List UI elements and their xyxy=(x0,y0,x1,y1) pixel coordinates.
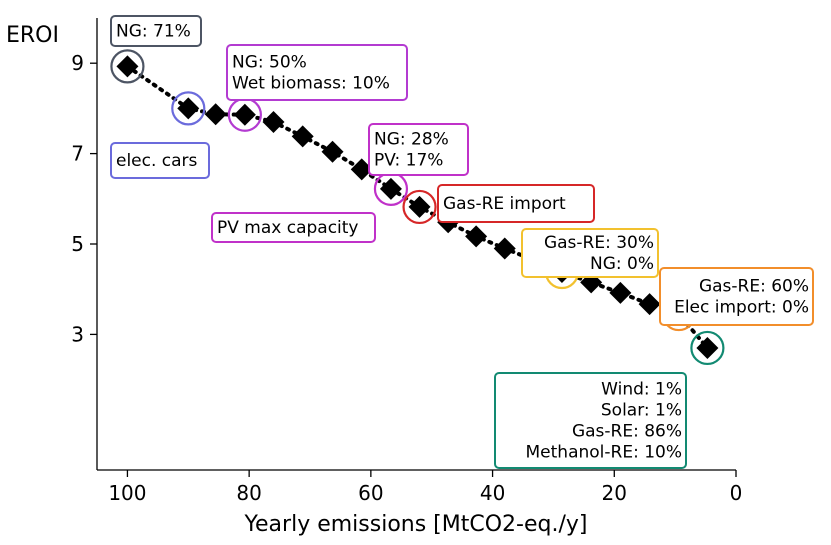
annotation-label: Wet biomass: 10% xyxy=(232,74,390,94)
y-tick-label: 5 xyxy=(71,232,84,256)
x-axis-title: Yearly emissions [MtCO2-eq./y] xyxy=(244,512,588,537)
data-point xyxy=(379,177,402,200)
annotation-box: PV max capacity xyxy=(211,212,376,243)
annotation-box: NG: 50%Wet biomass: 10% xyxy=(226,44,408,101)
annotation-label: PV max capacity xyxy=(217,218,359,238)
data-point xyxy=(493,237,516,260)
x-tick-label: 60 xyxy=(358,481,383,505)
x-tick-label: 40 xyxy=(480,481,505,505)
highlight-circle xyxy=(402,189,437,225)
annotation-border xyxy=(110,142,210,179)
data-point xyxy=(638,293,661,316)
annotation-label: Gas-RE: 60% xyxy=(699,277,809,297)
highlight-circle xyxy=(690,330,725,366)
annotation-label: Methanol-RE: 10% xyxy=(526,443,683,463)
annotation-box: Gas-RE: 30%NG: 0% xyxy=(521,228,659,278)
annotation-box: Gas-RE import xyxy=(437,184,595,223)
annotation-label: NG: 0% xyxy=(590,254,654,274)
data-point xyxy=(321,140,344,163)
annotation-border xyxy=(226,44,408,101)
data-point xyxy=(262,110,285,133)
annotation-label: Elec import: 0% xyxy=(674,298,809,318)
annotation-border xyxy=(437,184,595,223)
data-point xyxy=(177,97,200,120)
annotation-box: NG: 28%PV: 17% xyxy=(368,123,469,176)
data-point xyxy=(204,103,227,126)
data-point xyxy=(233,103,256,126)
x-tick-label: 20 xyxy=(602,481,627,505)
annotation-box: Wind: 1%Solar: 1%Gas-RE: 86%Methanol-RE:… xyxy=(494,372,687,469)
annotation-border xyxy=(368,123,469,176)
annotation-box: Gas-RE: 60%Elec import: 0% xyxy=(659,267,814,326)
annotation-border xyxy=(494,372,687,469)
y-tick-label: 9 xyxy=(71,51,84,75)
annotation-label: NG: 71% xyxy=(116,22,191,42)
annotation-border xyxy=(521,228,659,278)
data-point xyxy=(408,195,431,218)
data-point xyxy=(465,225,488,248)
annotation-border xyxy=(110,15,202,47)
data-point-layer xyxy=(116,55,719,359)
y-tick-label: 7 xyxy=(71,142,84,166)
annotation-label: Gas-RE: 30% xyxy=(544,233,654,253)
annotation-border xyxy=(211,212,376,243)
annotation-label: Solar: 1% xyxy=(601,401,682,421)
x-tick-label: 100 xyxy=(108,481,146,505)
x-tick-label: 0 xyxy=(730,481,743,505)
x-tick-label: 80 xyxy=(236,481,261,505)
data-point xyxy=(291,125,314,148)
axes: 3 5 7 9 100 80 60 40 20 0 xyxy=(71,18,742,505)
data-point xyxy=(116,55,139,78)
y-axis-title: EROI xyxy=(6,23,59,48)
annotation-label: Wind: 1% xyxy=(601,380,682,400)
annotation-label: NG: 28% xyxy=(374,130,449,150)
annotation-box: elec. cars xyxy=(110,142,210,179)
annotation-box: NG: 71% xyxy=(110,15,202,47)
data-point xyxy=(609,281,632,304)
data-point xyxy=(696,336,719,359)
annotation-label: Gas-RE import xyxy=(443,194,566,214)
highlight-circle xyxy=(110,49,145,84)
highlight-circle xyxy=(171,91,206,126)
annotation-layer: NG: 71% elec. cars NG: 50%Wet biomass: 10%… xyxy=(110,15,814,469)
annotation-label: PV: 17% xyxy=(374,151,443,171)
annotation-label: NG: 50% xyxy=(232,53,307,73)
annotation-border xyxy=(659,267,814,326)
y-tick-label: 3 xyxy=(71,322,84,346)
data-point xyxy=(350,158,373,181)
annotation-label: elec. cars xyxy=(116,151,198,171)
annotation-label: Gas-RE: 86% xyxy=(572,422,682,442)
